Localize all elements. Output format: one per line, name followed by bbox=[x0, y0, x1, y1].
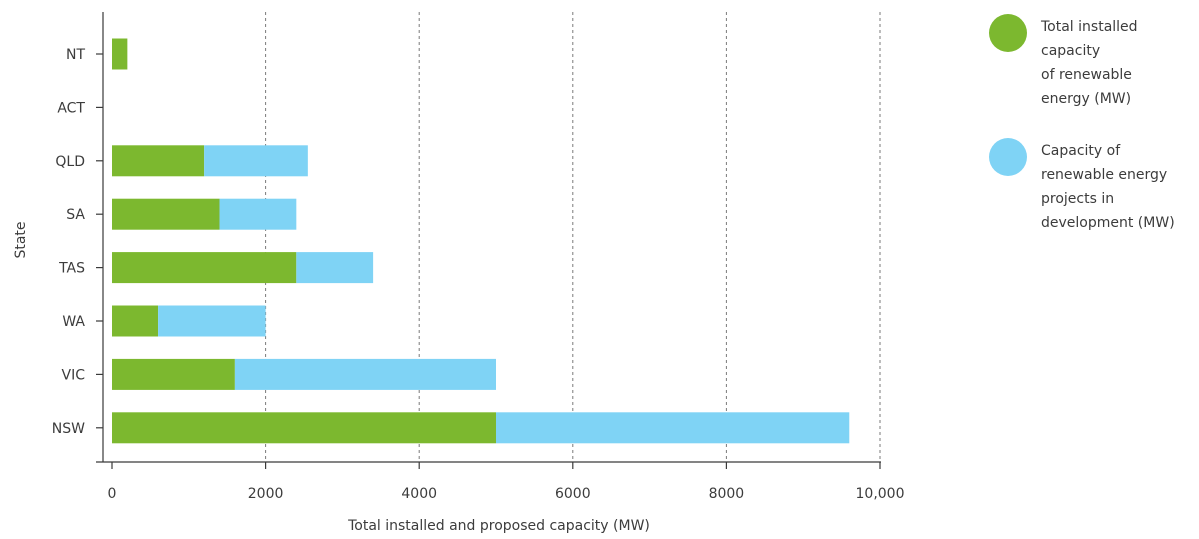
tick-labels: 0 2000 4000 6000 8000 10,000 bbox=[108, 486, 905, 502]
legend-swatch-1 bbox=[989, 14, 1027, 52]
bar-tas-series-1 bbox=[112, 252, 297, 284]
x-tick-label-3: 6000 bbox=[555, 486, 591, 502]
legend-swatch-2 bbox=[989, 138, 1027, 176]
category-label-qld: QLD bbox=[55, 154, 85, 170]
category-label-sa: SA bbox=[66, 207, 85, 223]
bar-wa-series-1 bbox=[112, 305, 159, 337]
x-tick-label-0: 0 bbox=[108, 486, 117, 502]
x-axis-title: Total installed and proposed capacity (M… bbox=[347, 518, 650, 534]
bar-nt-series-1 bbox=[112, 38, 128, 70]
bar-sa-series-2 bbox=[219, 198, 297, 230]
x-tick-label-2: 4000 bbox=[401, 486, 437, 502]
grid-lines bbox=[265, 12, 881, 462]
y-axis-title: State bbox=[13, 221, 29, 258]
bar-vic-series-2 bbox=[234, 358, 496, 390]
legend: Total installed capacity of renewable energ… bbox=[989, 14, 1175, 231]
bars bbox=[112, 38, 850, 444]
x-tick-label-4: 8000 bbox=[709, 486, 745, 502]
category-labels: NT ACT QLD SA TAS WA VIC NSW bbox=[52, 47, 86, 437]
bar-qld-series-2 bbox=[204, 145, 308, 177]
bar-nsw-series-1 bbox=[112, 412, 496, 444]
bar-wa-series-2 bbox=[158, 305, 266, 337]
x-tick-label-5: 10,000 bbox=[856, 486, 905, 502]
axes bbox=[96, 12, 881, 469]
bar-sa-series-1 bbox=[112, 198, 220, 230]
category-label-vic: VIC bbox=[62, 367, 86, 383]
category-label-nt: NT bbox=[66, 47, 85, 63]
category-label-act: ACT bbox=[57, 100, 85, 116]
category-label-nsw: NSW bbox=[52, 421, 85, 437]
bar-vic-series-1 bbox=[112, 358, 235, 390]
bar-tas-series-2 bbox=[296, 252, 374, 284]
x-tick-label-1: 2000 bbox=[248, 486, 284, 502]
bar-nsw-series-2 bbox=[496, 412, 850, 444]
category-label-wa: WA bbox=[62, 314, 85, 330]
legend-label-2: Capacity of renewable energy projects in de… bbox=[1041, 143, 1175, 231]
bar-qld-series-1 bbox=[112, 145, 205, 177]
category-label-tas: TAS bbox=[58, 261, 85, 277]
legend-label-1: Total installed capacity of renewable energ… bbox=[1040, 19, 1138, 107]
